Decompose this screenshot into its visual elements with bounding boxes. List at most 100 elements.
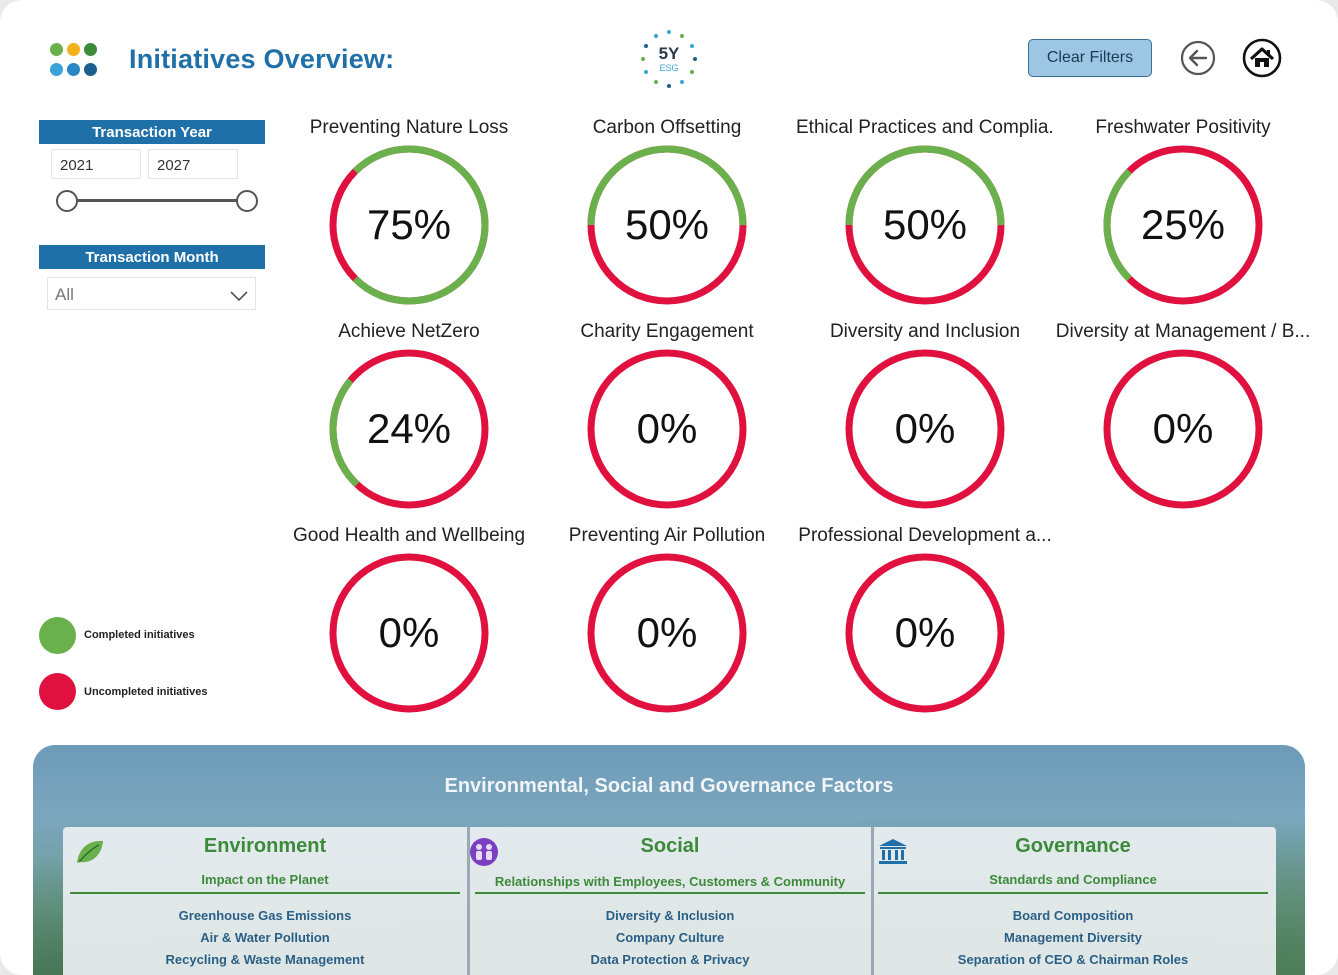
gauge-completed-arc <box>587 145 747 305</box>
esg-card-governance: Governance Standards and Compliance Boar… <box>874 827 1272 975</box>
gauge-uncompleted-arc <box>845 553 1005 713</box>
gauge-ring <box>845 553 1005 713</box>
gauge-title: Charity Engagement <box>580 321 754 342</box>
esg-cards: Environment Impact on the Planet Greenho… <box>63 827 1276 975</box>
gauge-ring <box>329 349 489 509</box>
initiative-gauge[interactable]: Diversity and Inclusion 0% <box>796 321 1054 525</box>
initiative-gauge[interactable]: Preventing Nature Loss 75% <box>280 117 538 321</box>
initiative-gauge[interactable]: Achieve NetZero 24% <box>280 321 538 525</box>
gauge-completed-arc <box>329 349 489 509</box>
esg-card-subtitle: Relationships with Employees, Customers … <box>494 874 846 889</box>
esg-card-item: Diversity & Inclusion <box>605 908 735 923</box>
gauge-value: 75% <box>366 201 452 248</box>
gauge-value: 50% <box>882 201 968 248</box>
legend-uncompleted-label: Uncompleted initiatives <box>84 686 208 698</box>
initiative-gauge[interactable]: Good Health and Wellbeing 0% <box>280 525 538 729</box>
gauge-value: 0% <box>894 609 956 656</box>
esg-card-subtitle: Impact on the Planet <box>201 872 329 887</box>
page-title: Initiatives Overview: <box>129 44 395 74</box>
esg-card-item: Board Composition <box>1012 908 1134 923</box>
clear-filters-button[interactable]: Clear Filters <box>1028 39 1152 77</box>
gauge-value: 0% <box>378 609 440 656</box>
legend-completed-label: Completed initiatives <box>84 629 195 641</box>
esg-card-subtitle: Standards and Compliance <box>989 872 1157 887</box>
gauge-ring <box>587 145 747 305</box>
year-slider-end-handle[interactable] <box>236 190 258 212</box>
gauge-value: 0% <box>1152 405 1214 452</box>
bank-icon <box>877 837 909 872</box>
gauge-ring <box>329 145 489 305</box>
gauge-title: Diversity and Inclusion <box>829 321 1021 342</box>
legend-uncompleted-swatch <box>39 673 76 710</box>
gauge-value: 24% <box>366 405 452 452</box>
chevron-down-icon <box>229 287 249 307</box>
esg-card-social: Social Relationships with Employees, Cus… <box>468 827 869 975</box>
transaction-month-select[interactable]: All <box>47 277 256 310</box>
esg-card-title: Governance <box>1015 835 1131 857</box>
gauge-completed-arc <box>845 145 1005 305</box>
people-icon <box>468 837 500 872</box>
gauge-uncompleted-arc <box>1103 349 1263 509</box>
gauge-title: Good Health and Wellbeing <box>292 525 526 546</box>
gauge-ring <box>587 349 747 509</box>
gauge-value: 25% <box>1140 201 1226 248</box>
initiative-gauge[interactable]: Ethical Practices and Complia... 50% <box>796 117 1054 321</box>
gauge-title: Carbon Offsetting <box>592 117 742 138</box>
leaf-icon <box>74 837 106 872</box>
gauge-title: Achieve NetZero <box>338 321 480 342</box>
year-slider-start-handle[interactable] <box>56 190 78 212</box>
brand-logo: 5Y ESG <box>638 28 700 90</box>
gauge-ring <box>1103 349 1263 509</box>
esg-card-environment: Environment Impact on the Planet Greenho… <box>66 827 464 975</box>
gauge-value: 0% <box>636 405 698 452</box>
esg-card-item: Separation of CEO & Chairman Roles <box>957 952 1189 967</box>
transaction-month-header: Transaction Month <box>39 245 265 269</box>
gauge-ring <box>329 553 489 713</box>
esg-card-item: Company Culture <box>615 930 725 945</box>
esg-card-item: Greenhouse Gas Emissions <box>178 908 352 923</box>
brand-logo-top: 5Y <box>658 44 680 63</box>
gauge-ring <box>587 553 747 713</box>
esg-card-title: Environment <box>203 835 327 857</box>
gauge-ring <box>1103 145 1263 305</box>
gauge-completed-arc <box>329 145 489 305</box>
gauge-ring <box>845 145 1005 305</box>
gauge-uncompleted-arc <box>329 553 489 713</box>
gauge-ring <box>845 349 1005 509</box>
gauge-title: Preventing Nature Loss <box>309 117 509 138</box>
gauge-uncompleted-arc <box>845 349 1005 509</box>
initiative-gauge[interactable]: Diversity at Management / B... 0% <box>1054 321 1312 525</box>
gauge-completed-arc <box>1103 145 1263 305</box>
esg-card-title: Social <box>640 835 700 857</box>
esg-title: Environmental, Social and Governance Fac… <box>444 775 894 797</box>
gauge-uncompleted-arc <box>587 553 747 713</box>
back-arrow-icon[interactable] <box>1180 40 1216 81</box>
esg-card-item: Data Protection & Privacy <box>590 952 750 967</box>
gauge-title: Freshwater Positivity <box>1095 117 1271 138</box>
brand-logo-bottom: ESG <box>659 63 679 73</box>
gauge-title: Diversity at Management / B... <box>1055 321 1311 342</box>
esg-factors-panel: Environmental, Social and Governance Fac… <box>33 745 1305 975</box>
gauge-uncompleted-arc <box>587 349 747 509</box>
gauge-title: Ethical Practices and Complia... <box>796 117 1054 138</box>
gauge-title: Preventing Air Pollution <box>568 525 766 546</box>
gauge-value: 50% <box>624 201 710 248</box>
esg-card-item: Management Diversity <box>1004 930 1142 945</box>
gauge-title: Professional Development a... <box>798 525 1052 546</box>
year-end-input[interactable]: 2027 <box>148 149 238 179</box>
home-icon[interactable] <box>1242 38 1282 83</box>
initiative-gauge[interactable]: Freshwater Positivity 25% <box>1054 117 1312 321</box>
initiative-gauge[interactable]: Carbon Offsetting 50% <box>538 117 796 321</box>
initiative-gauge[interactable]: Preventing Air Pollution 0% <box>538 525 796 729</box>
esg-card-item: Recycling & Waste Management <box>165 952 365 967</box>
gauge-value: 0% <box>894 405 956 452</box>
transaction-month-value: All <box>55 285 74 304</box>
esg-card-item: Air & Water Pollution <box>200 930 330 945</box>
year-slider-track[interactable] <box>66 199 248 202</box>
legend-completed-swatch <box>39 617 76 654</box>
year-start-input[interactable]: 2021 <box>51 149 141 179</box>
app-logo-icon <box>50 43 100 79</box>
initiative-gauge[interactable]: Charity Engagement 0% <box>538 321 796 525</box>
initiative-gauge[interactable]: Professional Development a... 0% <box>796 525 1054 729</box>
